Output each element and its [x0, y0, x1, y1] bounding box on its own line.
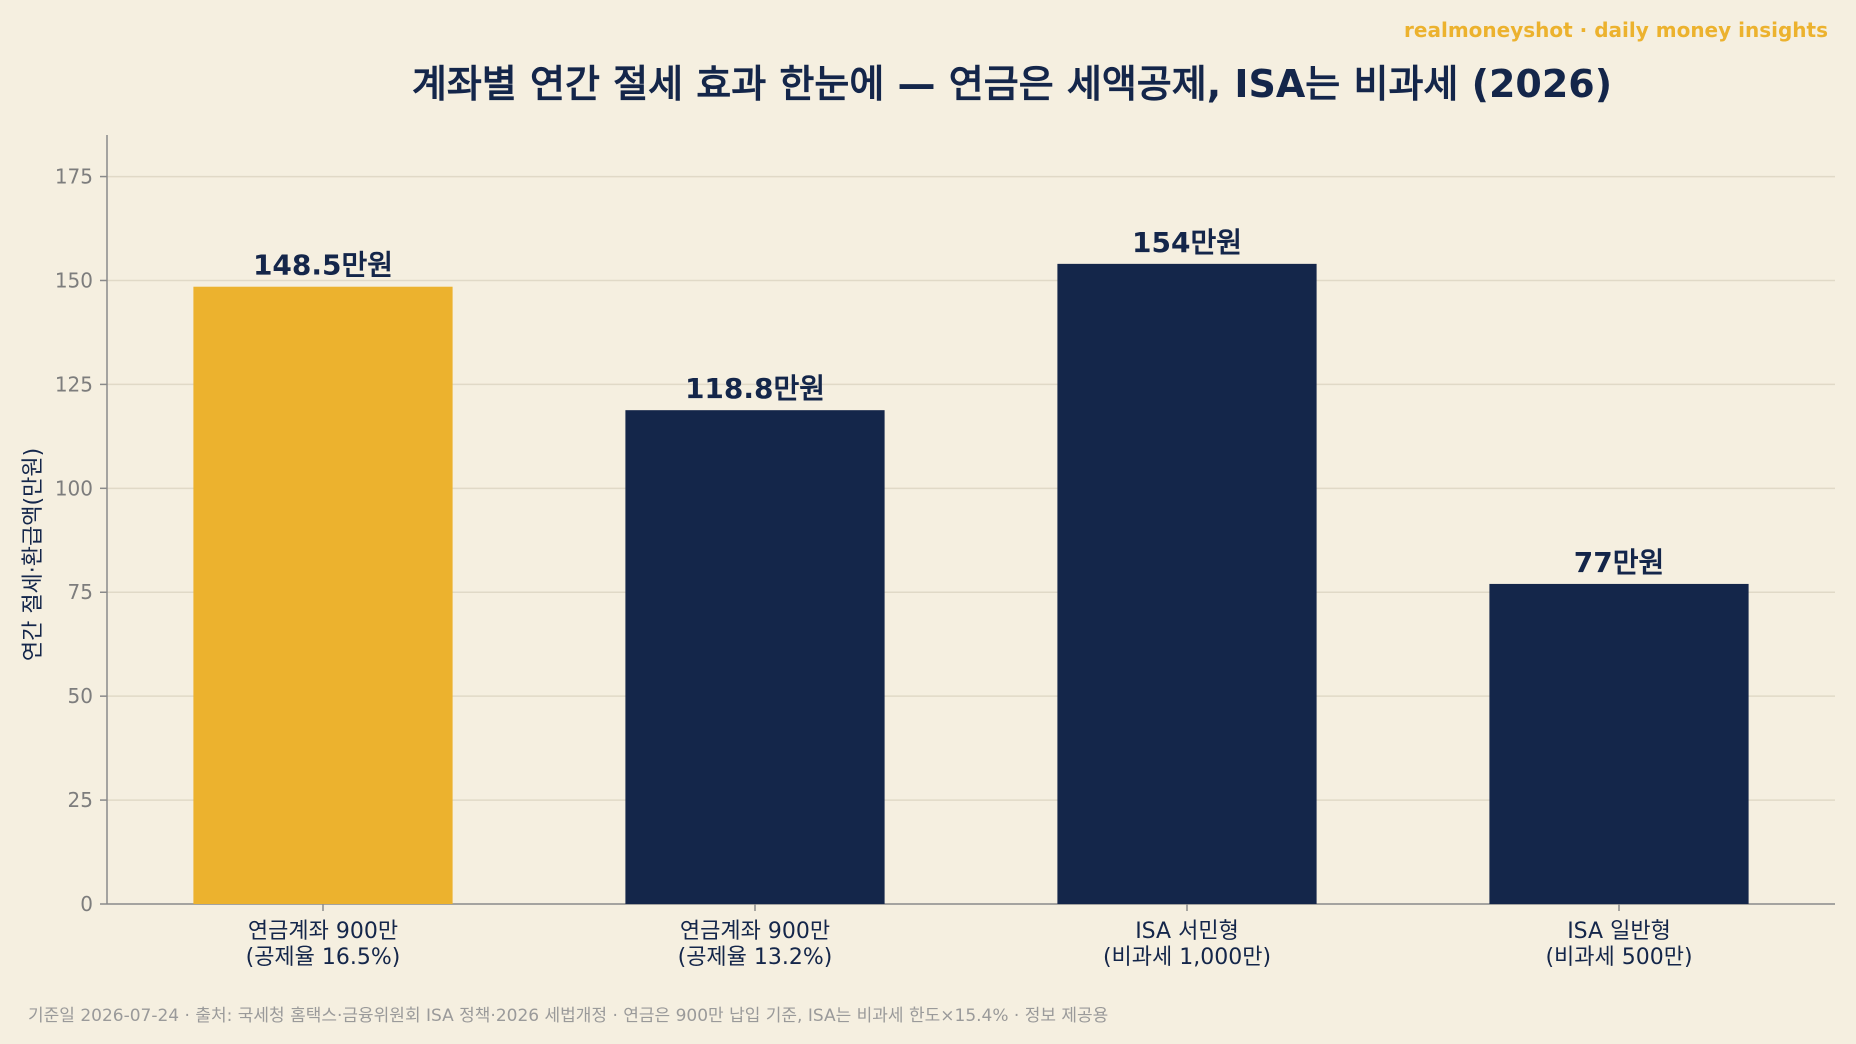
y-tick-label: 75 — [68, 580, 93, 604]
data-label: 148.5만원 — [253, 249, 393, 282]
y-axis-label: 연간 절세·환급액(만원) — [21, 448, 46, 661]
bar — [193, 286, 453, 904]
y-tick-label: 50 — [68, 684, 93, 708]
data-label: 154만원 — [1132, 226, 1242, 259]
y-tick-label: 100 — [55, 476, 93, 500]
bar — [1057, 263, 1317, 904]
footnote: 기준일 2026-07-24 · 출처: 국세청 홈택스·금융위원회 ISA 정… — [28, 1006, 1108, 1026]
x-tick-label: (공제율 13.2%) — [678, 945, 833, 970]
chart-title: 계좌별 연간 절세 효과 한눈에 — 연금은 세액공제, ISA는 비과세 (2… — [412, 62, 1612, 106]
x-tick-label: (공제율 16.5%) — [246, 945, 401, 970]
bar — [1489, 583, 1749, 904]
data-label: 118.8만원 — [685, 372, 825, 405]
y-tick-label: 0 — [80, 892, 93, 916]
y-tick-label: 150 — [55, 268, 93, 292]
x-tick-label: (비과세 1,000만) — [1103, 945, 1271, 970]
x-tick-label: 연금계좌 900만 — [680, 919, 830, 944]
x-tick-label: 연금계좌 900만 — [248, 919, 398, 944]
data-label: 77만원 — [1574, 546, 1665, 579]
x-tick-label: (비과세 500만) — [1545, 945, 1692, 970]
x-tick-label: ISA 일반형 — [1567, 919, 1671, 944]
y-tick-label: 25 — [68, 788, 93, 812]
bar — [625, 410, 885, 904]
y-tick-label: 175 — [55, 165, 93, 189]
y-tick-label: 125 — [55, 372, 93, 396]
x-tick-label: ISA 서민형 — [1135, 919, 1239, 944]
brand-text: realmoneyshot · daily money insights — [1404, 18, 1828, 42]
